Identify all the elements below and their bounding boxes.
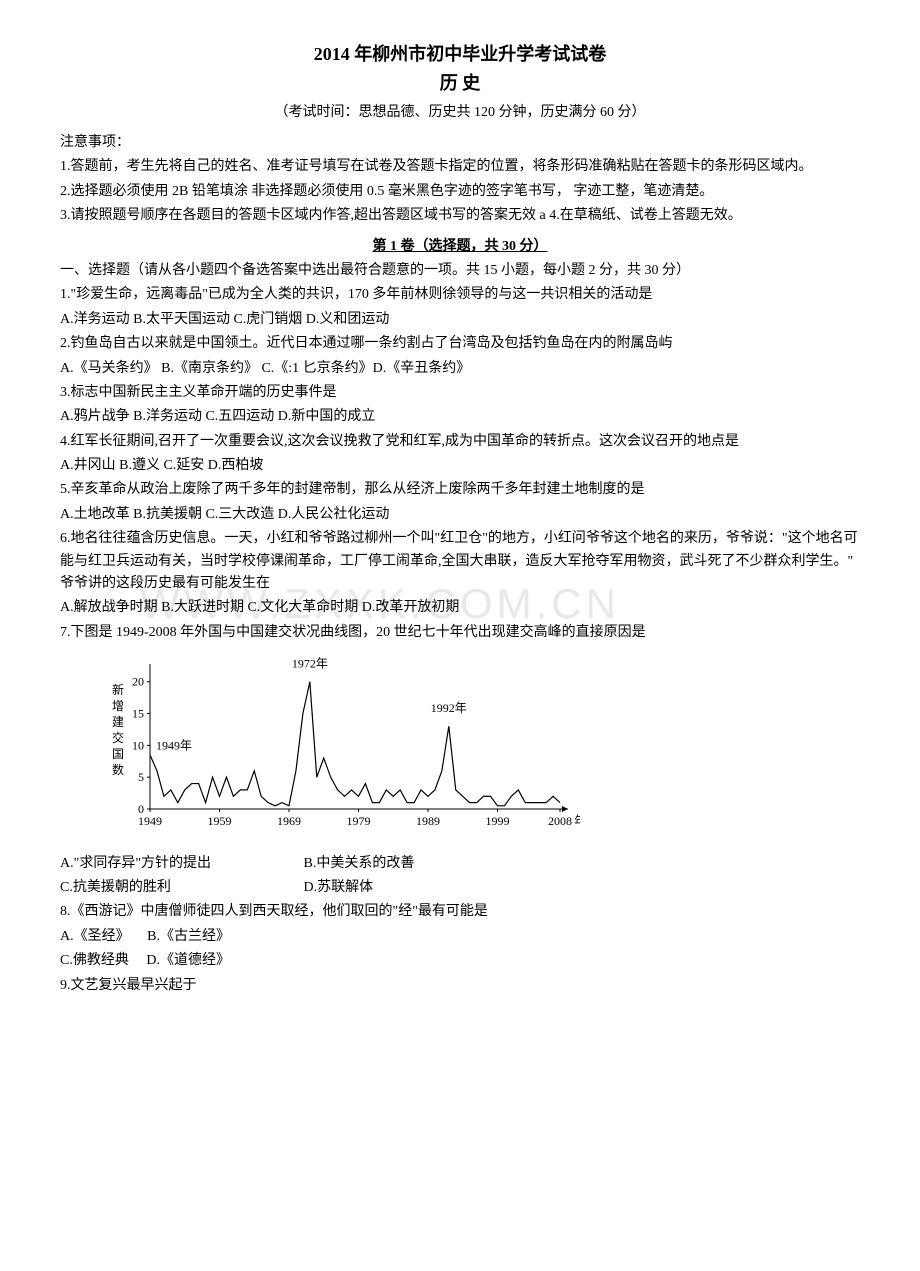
notice-1: 1.答题前，考生先将自己的姓名、准考证号填写在试卷及答题卡指定的位置，将条形码准…: [60, 156, 860, 178]
svg-text:10: 10: [132, 739, 144, 753]
svg-text:2008: 2008: [548, 814, 572, 828]
q4-stem: 4.红军长征期间,召开了一次重要会议,这次会议挽救了党和红军,成为中国革命的转折…: [60, 431, 860, 453]
svg-text:1959: 1959: [207, 814, 231, 828]
exam-title: 2014 年柳州市初中毕业升学考试试卷: [60, 40, 860, 69]
svg-text:数: 数: [112, 762, 124, 777]
q1-stem: 1."珍爱生命，远离毒品"已成为全人类的共识，170 多年前林则徐领导的与这一共…: [60, 284, 860, 306]
exam-subject: 历 史: [60, 69, 860, 98]
q7-option-d: D.苏联解体: [304, 880, 374, 895]
q1-options: A.洋务运动 B.太平天国运动 C.虎门销烟 D.义和团运动: [60, 309, 860, 331]
q5-stem: 5.辛亥革命从政治上废除了两千多年的封建帝制，那么从经济上废除两千多年封建土地制…: [60, 479, 860, 501]
q4-options: A.井冈山 B.遵义 C.延安 D.西柏坡: [60, 455, 860, 477]
q2-stem: 2.钓鱼岛自古以来就是中国领土。近代日本通过哪一条约割占了台湾岛及包括钓鱼岛在内…: [60, 333, 860, 355]
svg-text:新: 新: [112, 682, 124, 697]
q6-stem: 6.地名往往蕴含历史信息。一天，小红和爷爷路过柳州一个叫"红卫仓"的地方，小红问…: [60, 528, 860, 595]
line-chart-svg: 新增建交国数0510152019491959196919791989199920…: [100, 654, 580, 834]
svg-text:20: 20: [132, 675, 144, 689]
q9-stem: 9.文艺复兴最早兴起于: [60, 975, 860, 997]
q7-chart: 新增建交国数0510152019491959196919791989199920…: [100, 654, 860, 842]
svg-text:1979: 1979: [346, 814, 370, 828]
q8-option-b: B.《古兰经》: [147, 929, 230, 944]
q3-stem: 3.标志中国新民主主义革命开端的历史事件是: [60, 382, 860, 404]
svg-text:国: 国: [112, 747, 124, 761]
q7-option-a: A."求同存异"方针的提出: [60, 853, 300, 875]
q5-options: A.土地改革 B.抗美援朝 C.三大改造 D.人民公社化运动: [60, 504, 860, 526]
svg-text:1989: 1989: [416, 814, 440, 828]
q7-stem: 7.下图是 1949-2008 年外国与中国建交状况曲线图，20 世纪七十年代出…: [60, 622, 860, 644]
svg-text:5: 5: [138, 770, 144, 784]
q2-options: A.《马关条约》 B.《南京条约》 C.《:1 匕京条约》D.《辛丑条约》: [60, 358, 860, 380]
svg-text:交: 交: [112, 730, 124, 745]
svg-text:增: 增: [112, 699, 124, 713]
svg-text:1949年: 1949年: [156, 739, 192, 753]
svg-text:1972年: 1972年: [292, 657, 328, 671]
q8-option-a: A.《圣经》: [60, 929, 130, 944]
q7-option-c: C.抗美援朝的胜利: [60, 877, 300, 899]
q8-option-d: D.《道德经》: [146, 953, 230, 968]
notice-3: 3.请按照题号顺序在各题目的答题卡区域内作答,超出答题区域书写的答案无效 a 4…: [60, 205, 860, 227]
section1-intro: 一、选择题（请从各小题四个备选答案中选出最符合题意的一项。共 15 小题，每小题…: [60, 260, 860, 282]
svg-text:1949: 1949: [138, 814, 162, 828]
q3-options: A.鸦片战争 B.洋务运动 C.五四运动 D.新中国的成立: [60, 406, 860, 428]
q7-option-b: B.中美关系的改善: [304, 856, 415, 871]
notice-label: 注意事项：: [60, 132, 860, 154]
section1-header: 第 1 卷（选择题，共 30 分）: [60, 236, 860, 258]
q8-stem: 8.《西游记》中唐僧师徒四人到西天取经，他们取回的"经"最有可能是: [60, 901, 860, 923]
svg-text:1999: 1999: [485, 814, 509, 828]
notice-2: 2.选择题必须使用 2B 铅笔填涂 非选择题必须使用 0.5 毫米黑色字迹的签字…: [60, 181, 860, 203]
svg-text:建: 建: [112, 715, 124, 729]
q8-option-c: C.佛教经典: [60, 953, 129, 968]
svg-text:1992年: 1992年: [431, 701, 467, 715]
svg-text:15: 15: [132, 707, 144, 721]
svg-text:1969: 1969: [277, 814, 301, 828]
q6-options: A.解放战争时期 B.大跃进时期 C.文化大革命时期 D.改革开放初期: [60, 597, 860, 619]
exam-info: （考试时间：思想品德、历史共 120 分钟，历史满分 60 分）: [60, 102, 860, 124]
svg-text:年份: 年份: [574, 814, 580, 828]
